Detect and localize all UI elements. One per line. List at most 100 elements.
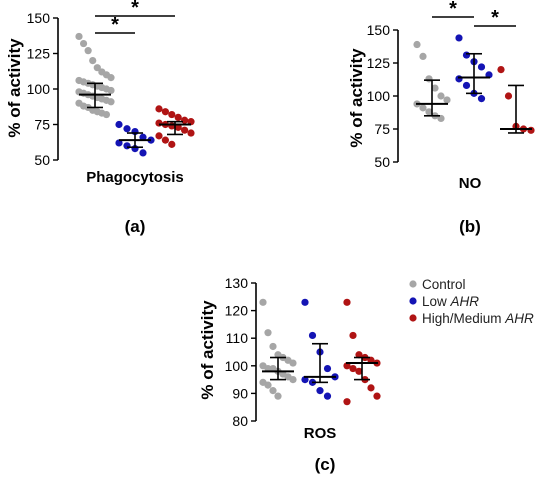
panel-c-point-control xyxy=(264,381,272,389)
panel-a-point-high-medium-ahr xyxy=(161,108,169,116)
panel-a-point-low-ahr xyxy=(123,125,131,133)
panel-b-point-low-ahr xyxy=(477,95,486,103)
legend-label-low-ahr: Low AHR xyxy=(422,294,479,309)
panel-a-point-high-medium-ahr xyxy=(155,119,163,127)
panel-c-point-high-medium-ahr xyxy=(343,298,351,306)
panel-b-point-control xyxy=(437,114,445,123)
panel-c-x-label: ROS xyxy=(304,425,337,442)
panel-b-point-high-medium-ahr xyxy=(497,66,505,74)
panel-a-point-control xyxy=(107,74,115,82)
panel-b-point-low-ahr xyxy=(477,63,486,71)
panel-a-y-tick-label: 100 xyxy=(27,81,51,97)
panel-a-y-label: % of activity xyxy=(5,38,24,138)
panel-c-y-tick-label: 110 xyxy=(226,330,249,346)
panel-b-y-tick-label: 50 xyxy=(374,154,390,170)
panel-a-point-control xyxy=(75,32,83,41)
panel-a-point-high-medium-ahr xyxy=(168,140,176,148)
panel-c-y-label: % of activity xyxy=(198,300,217,400)
panel-a-point-control xyxy=(84,47,92,55)
panel-a-point-control xyxy=(89,57,97,65)
panel-a-point-control xyxy=(107,98,115,106)
panel-c-point-control xyxy=(289,376,297,384)
legend-marker-high-medium-ahr xyxy=(409,314,417,322)
panel-c-point-low-ahr xyxy=(323,392,332,400)
panel-b-point-control xyxy=(431,84,439,92)
panel-c-point-low-ahr xyxy=(308,331,317,340)
legend-marker-low-ahr xyxy=(409,297,417,305)
panel-c-y-tick-label: 130 xyxy=(225,275,249,291)
panel-c-point-high-medium-ahr xyxy=(343,398,351,406)
panel-c-point-high-medium-ahr xyxy=(355,367,363,375)
panel-c-point-control xyxy=(264,329,272,337)
panel-c-y-tick-label: 80 xyxy=(232,413,248,429)
panel-a-point-control xyxy=(79,39,88,48)
panel-c-chart: 80 90 100 110 120 130 % of activity ROS (c) xyxy=(198,275,381,474)
panel-c-y-tick-label: 100 xyxy=(225,358,249,374)
panel-c-point-control xyxy=(274,392,282,400)
panel-a-point-high-medium-ahr xyxy=(187,118,195,126)
legend-label-control: Control xyxy=(422,277,466,292)
panel-a-point-low-ahr xyxy=(115,120,123,129)
panel-a-point-high-medium-ahr xyxy=(174,113,182,121)
panel-b-point-low-ahr xyxy=(462,81,471,90)
panel-c-point-high-medium-ahr xyxy=(373,392,381,400)
panel-c-point-high-medium-ahr xyxy=(349,364,357,373)
panel-b-x-label: NO xyxy=(459,175,482,192)
panel-b-y-tick-label: 150 xyxy=(367,22,391,38)
panel-a-point-high-medium-ahr xyxy=(155,132,163,140)
panel-b-chart: 50 75 100 125 150 * * % of activity NO (b) xyxy=(347,0,535,236)
panel-a-significance-star: * xyxy=(131,0,139,19)
panel-a-point-high-medium-ahr xyxy=(168,110,176,119)
panel-a-point-control xyxy=(102,110,111,119)
panel-c-point-low-ahr xyxy=(323,364,332,373)
panel-c-point-high-medium-ahr xyxy=(367,384,375,392)
panel-b-point-low-ahr xyxy=(462,51,471,59)
panel-a-point-low-ahr xyxy=(139,133,147,141)
panel-a-point-high-medium-ahr xyxy=(174,123,182,131)
panel-b-point-control xyxy=(443,96,451,104)
panel-b-point-control xyxy=(419,104,427,112)
panel-b-point-control xyxy=(437,92,445,100)
panel-c-point-low-ahr xyxy=(316,387,324,395)
panel-c-point-control xyxy=(289,359,297,367)
panel-a-y-tick-label: 50 xyxy=(34,152,50,168)
panel-c-y-tick-label: 90 xyxy=(232,385,248,401)
panel-a-point-high-medium-ahr xyxy=(181,116,189,124)
panel-a-point-low-ahr xyxy=(115,139,123,147)
panel-b-significance-star: * xyxy=(491,7,499,29)
panel-a-label: (a) xyxy=(125,217,146,236)
panel-a-chart: 50 75 100 125 150 * * % of activity Phagocyto… xyxy=(5,0,195,236)
panel-c-point-control xyxy=(269,342,277,351)
panel-b-label: (b) xyxy=(459,217,481,236)
panel-b-point-low-ahr xyxy=(455,34,463,42)
panel-a-x-label: Phagocytosis xyxy=(86,169,184,186)
panel-a-point-control xyxy=(93,64,101,72)
panel-a-significance-star: * xyxy=(111,14,119,36)
panel-c-point-low-ahr xyxy=(301,298,309,306)
panel-c-point-control xyxy=(259,298,267,306)
legend-marker-control xyxy=(409,280,417,288)
panel-c-point-high-medium-ahr xyxy=(349,331,357,340)
panel-a-point-control xyxy=(107,86,115,95)
legend-label-high-medium-ahr: High/Medium AHR xyxy=(422,311,534,326)
panel-c-y-tick-label: 120 xyxy=(225,303,249,319)
panel-b-point-control xyxy=(425,108,433,116)
panel-b-y-tick-label: 125 xyxy=(367,55,391,71)
panel-a-y-tick-label: 75 xyxy=(34,117,50,133)
panel-b-point-low-ahr xyxy=(455,75,463,83)
panel-b-significance-star: * xyxy=(449,0,457,20)
panel-c-point-control xyxy=(269,387,277,395)
panel-a-point-high-medium-ahr xyxy=(181,126,189,134)
panel-a-y-tick-label: 150 xyxy=(27,10,51,26)
panel-b-y-label: % of activity xyxy=(347,48,366,148)
panel-b-point-control xyxy=(413,40,421,49)
panel-c-label: (c) xyxy=(315,455,336,474)
panel-a-point-high-medium-ahr xyxy=(187,129,195,137)
panel-a-point-high-medium-ahr xyxy=(161,136,169,144)
panel-a-point-low-ahr xyxy=(123,142,131,150)
panel-c-point-high-medium-ahr xyxy=(355,351,363,359)
panel-a-point-low-ahr xyxy=(139,149,147,157)
legend: Control Low AHR High/Medium AHR xyxy=(409,277,534,326)
panel-b-point-control xyxy=(419,52,427,61)
